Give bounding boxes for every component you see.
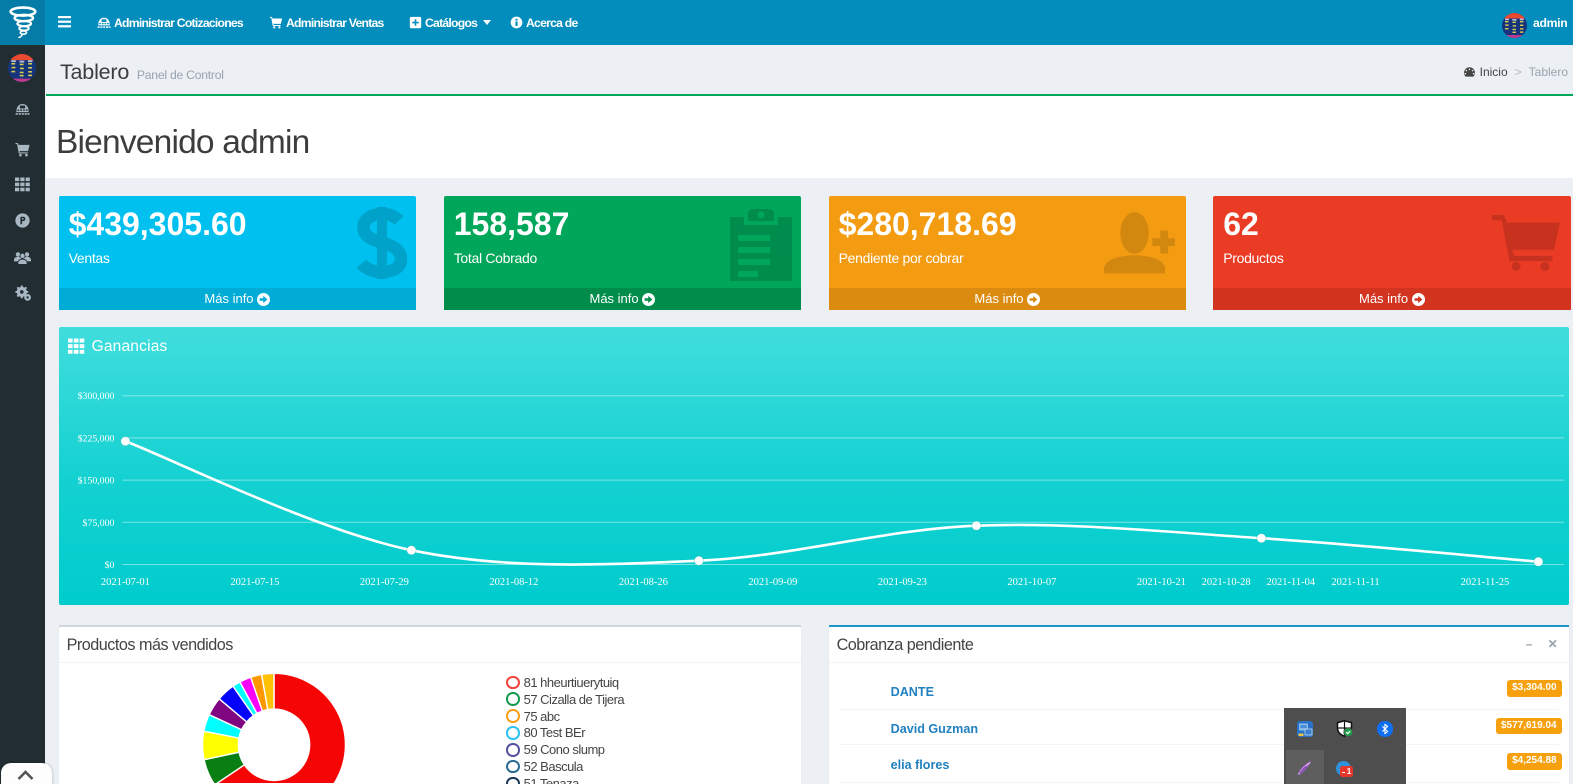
svg-text:2021-10-28: 2021-10-28 [1201, 577, 1250, 588]
svg-text:2021-07-29: 2021-07-29 [359, 577, 408, 588]
svg-text:$75,000: $75,000 [82, 518, 114, 529]
svg-text:2021-08-26: 2021-08-26 [618, 577, 667, 588]
svg-text:$0: $0 [104, 560, 114, 571]
svg-text:2021-11-25: 2021-11-25 [1460, 577, 1509, 588]
svg-text:2021-11-04: 2021-11-04 [1266, 577, 1315, 588]
svg-text:2021-10-21: 2021-10-21 [1136, 577, 1185, 588]
svg-text:2021-08-12: 2021-08-12 [489, 577, 538, 588]
svg-text:$150,000: $150,000 [77, 475, 114, 486]
svg-text:$225,000: $225,000 [77, 433, 114, 444]
svg-text:$300,000: $300,000 [77, 391, 114, 402]
svg-text:2021-07-15: 2021-07-15 [230, 577, 279, 588]
svg-text:2021-09-23: 2021-09-23 [877, 577, 926, 588]
svg-text:2021-10-07: 2021-10-07 [1007, 577, 1056, 588]
svg-text:2021-07-01: 2021-07-01 [100, 577, 149, 588]
svg-text:2021-11-11: 2021-11-11 [1331, 577, 1379, 588]
svg-text:2021-09-09: 2021-09-09 [748, 577, 797, 588]
